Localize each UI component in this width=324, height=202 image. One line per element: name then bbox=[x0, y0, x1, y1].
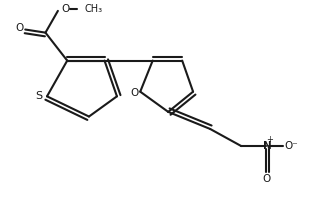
Text: O: O bbox=[62, 4, 70, 14]
Text: O: O bbox=[15, 23, 23, 33]
Text: O⁻: O⁻ bbox=[284, 141, 298, 151]
Text: S: S bbox=[36, 91, 43, 101]
Text: O: O bbox=[130, 88, 138, 98]
Text: O: O bbox=[262, 174, 270, 184]
Text: N: N bbox=[263, 141, 272, 151]
Text: CH₃: CH₃ bbox=[84, 4, 102, 14]
Text: +: + bbox=[266, 135, 273, 144]
